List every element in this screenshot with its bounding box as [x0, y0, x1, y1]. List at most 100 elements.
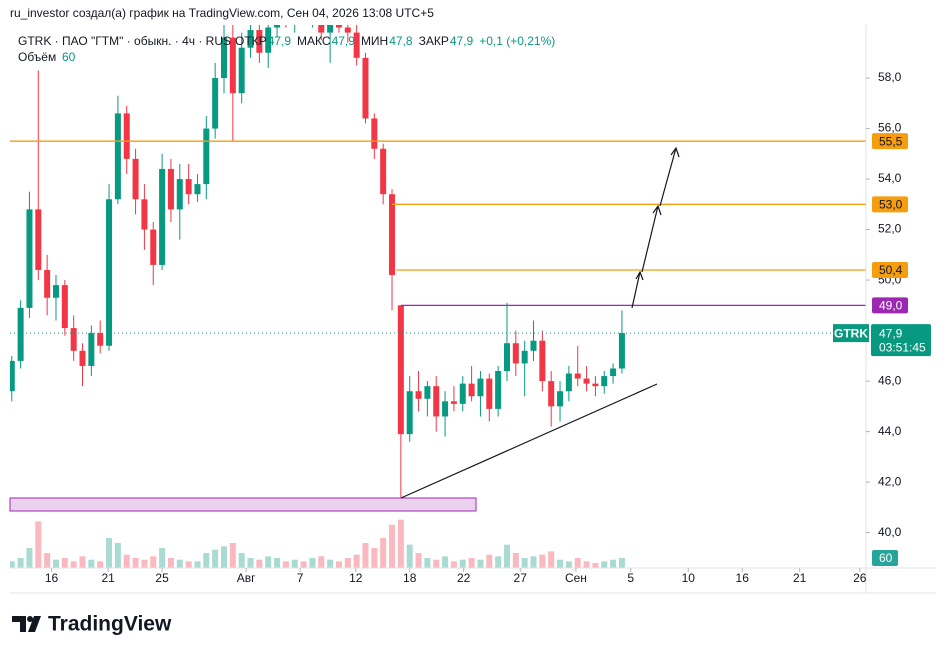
volume-bar: [194, 561, 201, 568]
x-tick-label: 27: [514, 571, 528, 585]
candle-body: [539, 340, 546, 382]
volume-bar: [123, 554, 130, 568]
candle-body: [503, 343, 510, 372]
x-tick-label: 5: [627, 571, 634, 585]
candle-body: [442, 401, 449, 417]
brand: TradingView: [48, 613, 172, 636]
zone-rectangle: [9, 497, 477, 512]
volume-bar: [221, 546, 227, 568]
x-tick-label: Авг: [237, 571, 256, 585]
candle-body: [530, 340, 537, 351]
legend-close_label: ЗАКР: [419, 34, 449, 48]
volume-bar: [247, 558, 254, 568]
candle-body: [194, 184, 201, 195]
candle-body: [88, 333, 95, 366]
candle-body: [123, 113, 130, 159]
volume-bar: [512, 553, 519, 568]
x-tick-label: Сен: [565, 571, 587, 585]
volume-bar: [10, 561, 15, 568]
credit: ru_investor создал(а) график на TradingV…: [10, 6, 434, 20]
volume-bar: [486, 554, 493, 568]
candle-body: [221, 37, 227, 79]
volume-bar: [530, 556, 537, 568]
candle-body: [256, 30, 263, 53]
volume-bar: [415, 553, 422, 568]
candle-body: [150, 229, 157, 265]
volume-badge: [872, 550, 898, 566]
volume-bar: [106, 538, 113, 568]
candle-body: [17, 307, 24, 361]
arrow: [641, 204, 662, 273]
volume-bar: [335, 561, 342, 568]
level-label: 50,4: [879, 263, 903, 277]
candle-body: [238, 47, 245, 94]
volume-bar: [539, 554, 546, 568]
candle-body: [159, 168, 166, 265]
volume-bar: [424, 558, 431, 568]
candle-body: [274, 25, 281, 28]
candle-body: [10, 360, 15, 392]
volume-bar: [371, 548, 378, 568]
volume-bar: [44, 553, 51, 568]
candle-body: [167, 168, 174, 210]
brand-logo: TradingView: [12, 613, 172, 636]
level-badge: [872, 297, 908, 314]
x-tick-label: 21: [101, 571, 115, 585]
series-layer: [10, 25, 866, 568]
candle-body: [52, 285, 59, 298]
volume-bar: [610, 559, 617, 568]
candle-body: [583, 378, 590, 384]
candle-body: [185, 179, 192, 195]
volume-bar: [97, 561, 104, 568]
volume-bar: [477, 559, 484, 568]
level-badge: [872, 196, 908, 213]
volume-bar: [52, 559, 59, 568]
x-tick-label: 7: [297, 571, 304, 585]
candle-body: [106, 199, 113, 346]
candle-body: [548, 381, 555, 407]
volume-bar: [159, 548, 166, 568]
volume-bar: [406, 544, 413, 568]
volume-bar: [318, 556, 325, 568]
legend-open: 47,9: [268, 34, 292, 48]
volume-bar: [548, 551, 555, 568]
candle-body: [353, 32, 360, 58]
candle-body: [601, 376, 608, 387]
legend: GTRK · ПАО "ГТМ" · обыкн. · 4ч · RUS Объ…: [18, 34, 555, 64]
volume-bar: [557, 559, 564, 568]
level-label: 49,0: [879, 299, 903, 313]
candle-body: [203, 128, 210, 185]
plot-area: [10, 25, 866, 568]
candle-body: [468, 383, 475, 397]
candle-body: [97, 333, 104, 346]
volume-bar: [185, 561, 192, 568]
legend-high: 47,9: [332, 34, 356, 48]
volume-bar: [132, 558, 139, 568]
candle-body: [565, 373, 572, 392]
volume-bar: [574, 558, 581, 568]
candle-body: [70, 328, 77, 351]
x-tick-label: 22: [457, 571, 471, 585]
x-tick-label: 21: [793, 571, 807, 585]
volume-bar: [141, 559, 148, 568]
volume-bar: [592, 563, 599, 568]
legend-volume-value: 60: [62, 50, 76, 64]
volume-bar: [521, 558, 528, 568]
volume-bar: [203, 553, 210, 568]
x-tick-label: 16: [736, 571, 750, 585]
axis-layer: 40,042,044,046,048,050,052,054,056,058,0…: [45, 70, 931, 585]
x-tick-label: 16: [45, 571, 59, 585]
volume-bar: [150, 556, 157, 568]
volume-bar: [389, 524, 396, 568]
candle-body: [35, 209, 42, 270]
volume-bar: [344, 558, 351, 568]
volume-bar: [35, 521, 42, 568]
volume-bar: [61, 558, 68, 568]
candle-body: [335, 25, 342, 28]
legend-high_label: МАКС: [297, 34, 331, 48]
candle-body: [114, 113, 121, 200]
candle-body: [610, 368, 617, 377]
volume-bar: [238, 553, 245, 568]
volume-bar: [468, 558, 475, 568]
volume-bar: [212, 549, 219, 568]
